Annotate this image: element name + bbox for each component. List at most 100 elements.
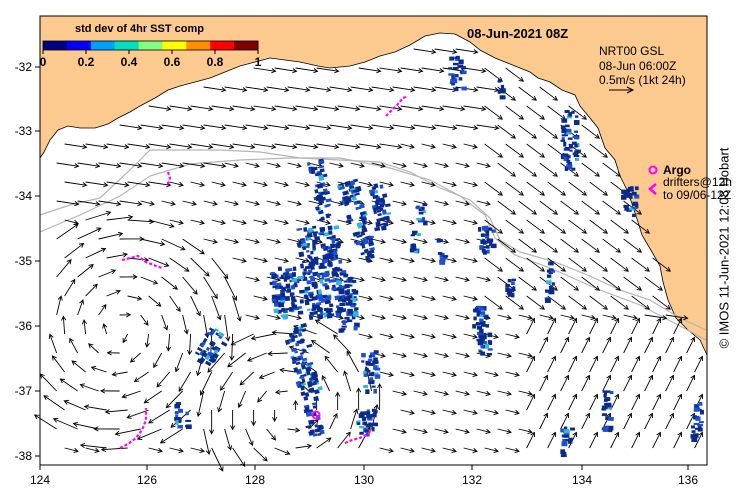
current-arrow: [539, 124, 558, 139]
current-arrow: [182, 200, 197, 205]
sst-pixel: [565, 130, 572, 135]
sst-pixel: [333, 250, 338, 256]
current-arrow: [442, 371, 457, 376]
current-arrowhead: [493, 409, 499, 415]
current-arrowhead: [472, 333, 478, 339]
current-arrow: [644, 375, 653, 392]
current-arrowhead: [57, 295, 63, 301]
current-arrow: [547, 181, 566, 196]
current-arrow: [644, 337, 653, 354]
current-arrow: [463, 409, 478, 414]
current-arrowhead: [473, 49, 479, 55]
current-arrow: [148, 181, 171, 186]
current-arrow: [329, 86, 352, 91]
current-arrow: [253, 257, 268, 262]
sst-pixel: [416, 217, 422, 221]
current-arrowhead: [527, 390, 533, 396]
current-arrow: [156, 371, 170, 388]
current-arrow: [392, 352, 407, 357]
current-arrow: [224, 314, 229, 341]
current-arrow: [455, 48, 478, 53]
current-arrow: [497, 238, 516, 253]
sst-pixel: [311, 371, 318, 378]
current-arrow: [442, 105, 465, 110]
current-arrowhead: [225, 336, 231, 342]
current-arrow: [371, 238, 386, 243]
current-arrow: [266, 428, 276, 441]
current-arrow: [169, 295, 181, 312]
current-arrowhead: [117, 231, 124, 237]
current-arrowhead: [78, 242, 85, 248]
sst-pixel: [566, 164, 572, 168]
current-arrowhead: [656, 393, 662, 400]
current-arrow: [560, 413, 569, 430]
current-arrow: [686, 375, 695, 392]
current-arrowhead: [178, 219, 184, 225]
sst-pixel: [341, 270, 347, 274]
current-arrow: [392, 314, 407, 319]
current-arrowhead: [275, 276, 281, 282]
sst-pixel: [360, 411, 365, 414]
current-arrowhead: [345, 431, 351, 437]
current-arrowhead: [275, 200, 281, 206]
current-arrow: [421, 333, 436, 338]
current-arrowhead: [73, 223, 79, 229]
sst-pixel: [439, 252, 445, 258]
current-arrow: [53, 418, 78, 430]
sst-pixel: [362, 237, 368, 244]
current-arrow: [329, 200, 344, 205]
sst-pixel: [312, 402, 317, 406]
current-arrow: [602, 276, 621, 291]
sst-pixel: [271, 294, 277, 300]
current-arrow: [463, 105, 486, 110]
sst-pixel: [361, 224, 367, 230]
sst-pixel: [279, 309, 284, 313]
sst-pixel: [632, 201, 638, 206]
sst-pixel: [304, 300, 310, 306]
current-arrowhead: [106, 350, 112, 356]
current-arrow: [308, 86, 331, 91]
sst-pixel: [312, 233, 318, 238]
current-arrow: [311, 340, 330, 354]
sst-pixel: [475, 307, 479, 311]
current-arrow: [316, 437, 332, 449]
current-arrowhead: [254, 314, 260, 320]
current-arrow: [497, 314, 512, 319]
current-arrow: [77, 162, 100, 167]
current-arrowhead: [179, 163, 185, 169]
current-arrowhead: [430, 447, 436, 453]
sst-pixel: [368, 249, 375, 255]
current-arrow: [589, 432, 598, 449]
sst-pixel: [437, 252, 443, 255]
current-arrow: [442, 333, 457, 338]
current-arrowhead: [284, 125, 290, 131]
current-arrowhead: [431, 125, 437, 131]
current-arrowhead: [573, 209, 579, 215]
sst-pixel: [308, 256, 313, 260]
current-arrow: [392, 200, 407, 205]
current-arrowhead: [493, 447, 499, 453]
sst-pixel: [368, 362, 375, 366]
sst-pixel: [632, 206, 638, 210]
current-arrow: [224, 200, 239, 205]
current-arrow: [148, 143, 171, 148]
sst-pixel: [692, 433, 699, 438]
sst-pixel: [373, 388, 377, 394]
current-arrow: [455, 352, 470, 357]
current-arrowhead: [180, 245, 186, 251]
sst-pixel: [571, 110, 575, 114]
current-arrowhead: [439, 106, 445, 112]
sst-pixel: [299, 263, 305, 269]
current-arrow: [442, 219, 457, 224]
current-arrow: [568, 356, 577, 373]
current-arrow: [442, 295, 457, 300]
sst-pixel: [300, 391, 306, 397]
sst-pixel: [361, 353, 366, 358]
current-arrowhead: [196, 310, 201, 317]
sst-pixel: [352, 232, 357, 237]
current-arrowhead: [326, 437, 332, 443]
current-arrow: [148, 219, 174, 227]
current-arrowhead: [409, 181, 415, 187]
sst-pixel: [422, 210, 427, 214]
sst-pixel: [423, 220, 428, 226]
